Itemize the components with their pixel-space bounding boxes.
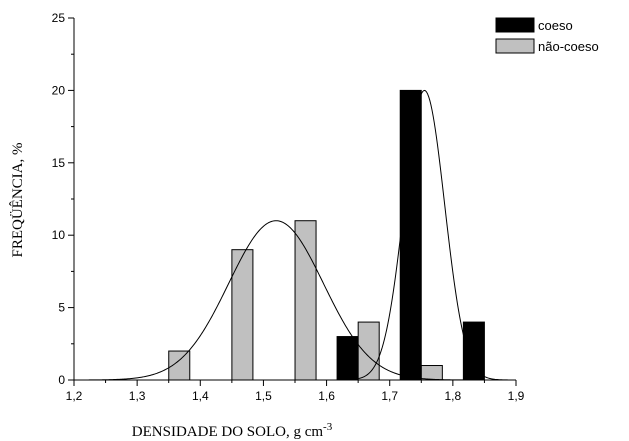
x-axis-title-superscript: -3 <box>323 421 333 433</box>
y-tick-label: 0 <box>58 373 65 387</box>
legend-swatch-nao-coeso <box>495 38 535 54</box>
legend-label-coeso: coeso <box>538 18 573 33</box>
y-tick-label: 10 <box>52 228 66 242</box>
y-tick-label: 15 <box>52 156 66 170</box>
x-tick-label: 1,9 <box>508 389 525 403</box>
y-axis-title: FREQÜÊNCIA, % <box>9 143 26 258</box>
legend-label-nao-coeso: não-coeso <box>538 39 599 54</box>
x-tick-label: 1,6 <box>318 389 335 403</box>
bar-nao-coeso <box>231 249 254 381</box>
bar-coeso <box>462 321 485 381</box>
x-tick-label: 1,7 <box>381 389 398 403</box>
x-tick-label: 1,4 <box>192 389 209 403</box>
x-axis-title: DENSIDADE DO SOLO, g cm-3 <box>132 421 333 440</box>
bar-coeso <box>399 89 422 381</box>
y-tick-label: 25 <box>52 11 66 25</box>
x-axis-title-main: DENSIDADE DO SOLO, g cm <box>132 424 324 440</box>
bar-coeso <box>336 336 359 381</box>
x-ticks: 1,2 1,3 1,4 1,5 1,6 1,7 1,8 1,9 <box>66 380 525 403</box>
x-tick-label: 1,2 <box>66 389 83 403</box>
legend: coeso não-coeso <box>495 17 599 54</box>
bar-nao-coeso <box>294 220 317 381</box>
bars-layer <box>168 89 485 381</box>
x-tick-label: 1,8 <box>445 389 462 403</box>
legend-swatch-coeso <box>495 17 535 33</box>
x-tick-label: 1,3 <box>129 389 146 403</box>
x-tick-label: 1,5 <box>255 389 272 403</box>
y-tick-label: 20 <box>52 83 66 97</box>
bar-nao-coeso <box>357 321 380 381</box>
y-tick-label: 5 <box>58 301 65 315</box>
bar-nao-coeso <box>420 365 443 381</box>
y-ticks: 0 5 10 15 20 25 <box>52 11 74 387</box>
